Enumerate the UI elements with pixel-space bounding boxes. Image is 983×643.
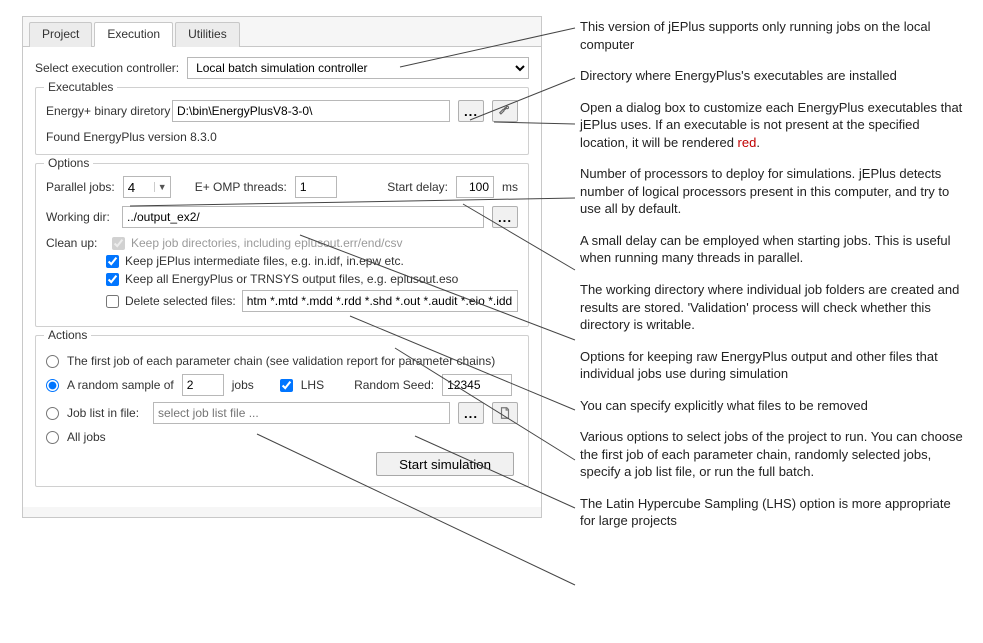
keep-jobdirs-checkbox xyxy=(112,237,125,250)
keep-outputs-text: Keep all EnergyPlus or TRNSYS output fil… xyxy=(125,272,458,286)
note-9: Various options to select jobs of the pr… xyxy=(580,428,968,481)
browse-workdir-button[interactable]: ... xyxy=(492,206,518,228)
first-job-radio[interactable] xyxy=(46,355,59,368)
parallel-combo[interactable]: ▼ xyxy=(123,176,171,198)
note-3a: Open a dialog box to customize each Ener… xyxy=(580,100,962,150)
tab-execution[interactable]: Execution xyxy=(94,22,173,47)
note-5: A small delay can be employed when start… xyxy=(580,232,968,267)
delay-label: Start delay: xyxy=(387,180,448,194)
note-3-red: red xyxy=(738,135,757,150)
delete-files-checkbox[interactable] xyxy=(106,295,119,308)
omp-label: E+ OMP threads: xyxy=(195,180,287,194)
note-3c: . xyxy=(756,135,760,150)
note-4: Number of processors to deploy for simul… xyxy=(580,165,968,218)
joblist-label: Job list in file: xyxy=(67,406,145,420)
ellipsis-icon: ... xyxy=(498,210,512,225)
found-version-label: Found EnergyPlus version 8.3.0 xyxy=(46,130,518,144)
executables-group: Executables Energy+ binary diretory ... … xyxy=(35,87,529,155)
joblist-input[interactable] xyxy=(153,402,450,424)
all-jobs-text: All jobs xyxy=(67,430,106,444)
configure-executables-button[interactable] xyxy=(492,100,518,122)
keep-intermediate-checkbox[interactable] xyxy=(106,255,119,268)
binary-dir-input[interactable] xyxy=(172,100,450,122)
browse-joblist-button[interactable]: ... xyxy=(458,402,484,424)
delete-files-label: Delete selected files: xyxy=(125,294,236,308)
joblist-radio[interactable] xyxy=(46,407,59,420)
controller-select[interactable]: Local batch simulation controller xyxy=(187,57,529,79)
keep-outputs-checkbox[interactable] xyxy=(106,273,119,286)
app-panel: Project Execution Utilities Select execu… xyxy=(22,16,542,518)
note-10: The Latin Hypercube Sampling (LHS) optio… xyxy=(580,495,968,530)
seed-label: Random Seed: xyxy=(354,378,434,392)
options-legend: Options xyxy=(44,156,93,170)
note-6: The working directory where individual j… xyxy=(580,281,968,334)
tab-project[interactable]: Project xyxy=(29,22,92,47)
random-sample-text: A random sample of xyxy=(67,378,174,392)
delay-input[interactable] xyxy=(456,176,494,198)
random-sample-radio[interactable] xyxy=(46,379,59,392)
lhs-label: LHS xyxy=(301,378,324,392)
controller-label: Select execution controller: xyxy=(35,61,179,75)
workdir-label: Working dir: xyxy=(46,210,114,224)
keep-intermediate-text: Keep jEPlus intermediate files, e.g. in.… xyxy=(125,254,404,268)
note-8: You can specify explicitly what files to… xyxy=(580,397,968,415)
omp-input[interactable] xyxy=(295,176,337,198)
delay-unit: ms xyxy=(502,180,518,194)
jobs-word: jobs xyxy=(232,378,254,392)
annotations: This version of jEPlus supports only run… xyxy=(580,18,968,530)
ellipsis-icon: ... xyxy=(464,406,478,421)
wrench-icon xyxy=(498,104,512,118)
random-count-input[interactable] xyxy=(182,374,224,396)
tab-body: Select execution controller: Local batch… xyxy=(23,47,541,507)
seed-input[interactable] xyxy=(442,374,512,396)
options-group: Options Parallel jobs: ▼ E+ OMP threads:… xyxy=(35,163,529,327)
controller-row: Select execution controller: Local batch… xyxy=(35,57,529,79)
executables-legend: Executables xyxy=(44,80,117,94)
keep-jobdirs-text: Keep job directories, including eplusout… xyxy=(131,236,403,250)
lhs-checkbox[interactable] xyxy=(280,379,293,392)
document-icon xyxy=(498,406,512,420)
all-jobs-radio[interactable] xyxy=(46,431,59,444)
actions-group: Actions The first job of each parameter … xyxy=(35,335,529,487)
binary-dir-label: Energy+ binary diretory xyxy=(46,104,164,118)
ellipsis-icon: ... xyxy=(464,104,478,119)
parallel-input[interactable] xyxy=(124,177,154,197)
note-2: Directory where EnergyPlus's executables… xyxy=(580,67,968,85)
parallel-label: Parallel jobs: xyxy=(46,180,115,194)
note-1: This version of jEPlus supports only run… xyxy=(580,18,968,53)
start-simulation-button[interactable]: Start simulation xyxy=(376,452,514,476)
tabstrip: Project Execution Utilities xyxy=(23,17,541,47)
chevron-down-icon: ▼ xyxy=(154,182,170,192)
note-7: Options for keeping raw EnergyPlus outpu… xyxy=(580,348,968,383)
note-3: Open a dialog box to customize each Ener… xyxy=(580,99,968,152)
actions-legend: Actions xyxy=(44,328,91,342)
delete-files-input[interactable] xyxy=(242,290,518,312)
workdir-input[interactable] xyxy=(122,206,484,228)
open-joblist-button[interactable] xyxy=(492,402,518,424)
browse-dir-button[interactable]: ... xyxy=(458,100,484,122)
tab-utilities[interactable]: Utilities xyxy=(175,22,240,47)
first-job-text: The first job of each parameter chain (s… xyxy=(67,354,495,368)
cleanup-label: Clean up: xyxy=(46,236,106,250)
